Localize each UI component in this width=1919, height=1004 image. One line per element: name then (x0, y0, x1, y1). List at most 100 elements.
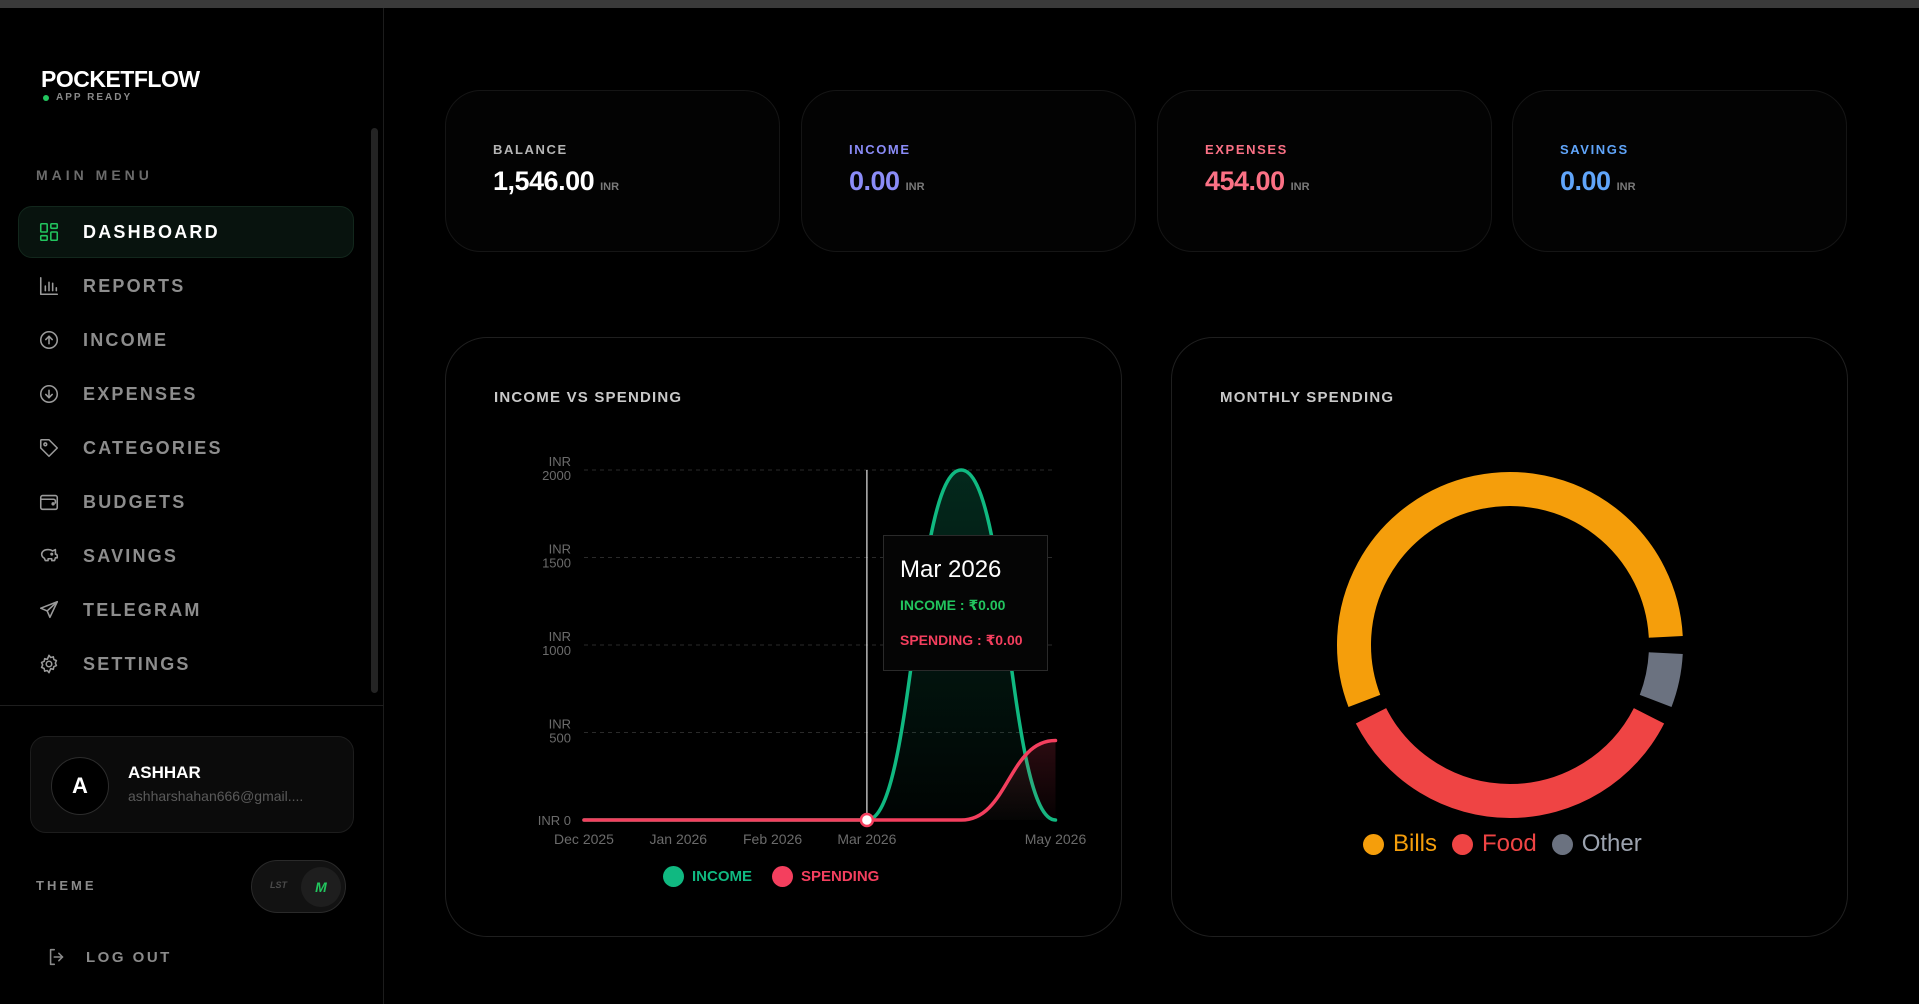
stat-value-row: 0.00 INR (849, 166, 925, 197)
user-email: ashharshahan666@gmail.... (128, 788, 304, 804)
legend-income-label[interactable]: INCOME (692, 868, 752, 885)
sidebar: POCKETFLOW APP READY MAIN MENU DASHBOARD… (0, 8, 384, 1004)
piggy-bank-icon (37, 544, 61, 568)
sidebar-item-telegram[interactable]: TELEGRAM (18, 584, 354, 636)
legend-other-label[interactable]: Other (1581, 830, 1642, 857)
y-tick-label-part: 1500 (542, 556, 571, 571)
app-status-label: APP READY (56, 92, 133, 103)
stat-value: 0.00 (1560, 166, 1611, 196)
x-tick-label: Dec 2025 (554, 831, 614, 847)
arrow-up-circle-icon (37, 328, 61, 352)
status-dot-icon (43, 94, 49, 101)
sidebar-item-label: REPORTS (83, 275, 186, 296)
theme-toggle-knob: M (301, 867, 341, 907)
y-tick-label-part: 500 (549, 731, 571, 746)
hover-point (859, 812, 875, 828)
stat-label: SAVINGS (1560, 142, 1629, 157)
y-tick-label: INR 2000 (542, 454, 571, 483)
stat-value: 454.00 (1205, 166, 1285, 196)
stat-label: INCOME (849, 142, 911, 157)
user-profile-card[interactable]: A ASHHAR ashharshahan666@gmail.... (30, 736, 354, 833)
stat-card-income: INCOME 0.00 INR (801, 90, 1136, 252)
stat-value-row: 454.00 INR (1205, 166, 1310, 197)
tooltip-title: Mar 2026 (900, 556, 1002, 583)
sidebar-item-label: BUDGETS (83, 491, 187, 512)
stat-currency: INR (905, 181, 925, 193)
stat-value-row: 1,546.00 INR (493, 166, 619, 197)
x-tick-label: Mar 2026 (837, 831, 896, 847)
brand: POCKETFLOW APP READY (41, 66, 200, 103)
sidebar-divider (0, 705, 384, 706)
sidebar-item-dashboard[interactable]: DASHBOARD (18, 206, 354, 258)
bar-chart-icon (37, 274, 61, 298)
y-tick-label-part: INR (549, 542, 571, 557)
sidebar-item-budgets[interactable]: BUDGETS (18, 476, 354, 528)
y-tick-label: INR 500 (549, 717, 571, 746)
legend-food-label[interactable]: Food (1482, 830, 1537, 857)
y-tick-label: INR 1500 (542, 542, 571, 571)
theme-toggle[interactable]: LST M (251, 860, 346, 913)
legend-food-dot (1452, 833, 1474, 855)
chart-tooltip: Mar 2026 INCOME : ₹0.00 SPENDING : ₹0.00 (883, 535, 1048, 671)
stat-card-balance: BALANCE 1,546.00 INR (445, 90, 780, 252)
sidebar-scrollbar[interactable] (371, 128, 378, 693)
avatar: A (51, 757, 109, 815)
y-tick-label: INR 0 (538, 813, 571, 828)
tooltip-income: INCOME : ₹0.00 (900, 597, 1006, 613)
panel-title: MONTHLY SPENDING (1220, 389, 1395, 406)
sidebar-item-reports[interactable]: REPORTS (18, 260, 354, 312)
sidebar-item-income[interactable]: INCOME (18, 314, 354, 366)
theme-toggle-off-label: LST (270, 880, 287, 890)
tooltip-spending: SPENDING : ₹0.00 (900, 632, 1023, 648)
stat-label: EXPENSES (1205, 142, 1288, 157)
legend-other-dot (1551, 833, 1573, 855)
user-name: ASHHAR (128, 763, 201, 782)
sidebar-item-label: EXPENSES (83, 383, 198, 404)
stat-card-savings: SAVINGS 0.00 INR (1512, 90, 1847, 252)
sidebar-item-expenses[interactable]: EXPENSES (18, 368, 354, 420)
stat-value-row: 0.00 INR (1560, 166, 1636, 197)
legend-bills-label[interactable]: Bills (1393, 830, 1438, 857)
legend-bills-dot (1363, 833, 1384, 855)
window-top-bar (0, 0, 1919, 8)
sidebar-item-savings[interactable]: SAVINGS (18, 530, 354, 582)
sidebar-item-label: SAVINGS (83, 545, 179, 566)
app-status: APP READY (41, 92, 200, 103)
y-tick-label-part: 2000 (542, 468, 571, 483)
send-icon (37, 598, 61, 622)
y-tick-label-part: INR (549, 717, 571, 732)
tag-icon (37, 436, 61, 460)
y-tick-label-part: INR (549, 454, 571, 469)
sidebar-item-label: INCOME (83, 329, 169, 350)
x-tick-label: Jan 2026 (649, 831, 707, 847)
main-menu: DASHBOARD REPORTS INCOME EXPENSES CATEGO… (18, 206, 354, 692)
gear-icon (37, 652, 61, 676)
stat-currency: INR (1616, 181, 1636, 193)
sidebar-item-categories[interactable]: CATEGORIES (18, 422, 354, 474)
sidebar-item-settings[interactable]: SETTINGS (18, 638, 354, 690)
sidebar-item-label: DASHBOARD (83, 221, 220, 242)
app-title: POCKETFLOW (41, 66, 200, 92)
legend-spending-label[interactable]: SPENDING (801, 868, 880, 885)
y-tick-label: INR 1000 (542, 629, 571, 658)
x-tick-label: Feb 2026 (743, 831, 802, 847)
logout-icon (49, 948, 64, 966)
panel-title: INCOME VS SPENDING (494, 389, 683, 406)
legend-spending-dot (772, 866, 793, 887)
sidebar-item-label: SETTINGS (83, 653, 191, 674)
x-tick-label: May 2026 (1025, 831, 1087, 847)
theme-label: THEME (36, 878, 97, 893)
wallet-icon (37, 490, 61, 514)
legend-income-dot (663, 866, 684, 887)
stat-currency: INR (1290, 181, 1310, 193)
stat-card-expenses: EXPENSES 454.00 INR (1157, 90, 1492, 252)
logout-label: LOG OUT (86, 948, 172, 966)
menu-heading: MAIN MENU (36, 167, 153, 183)
dashboard-icon (37, 220, 61, 244)
stat-value: 0.00 (849, 166, 900, 196)
stat-currency: INR (600, 181, 620, 193)
y-tick-label-part: 1000 (542, 643, 571, 658)
y-tick-label-part: INR (549, 629, 571, 644)
logout-button[interactable]: LOG OUT (46, 946, 172, 968)
chart-legend: INCOME SPENDING (663, 866, 879, 887)
